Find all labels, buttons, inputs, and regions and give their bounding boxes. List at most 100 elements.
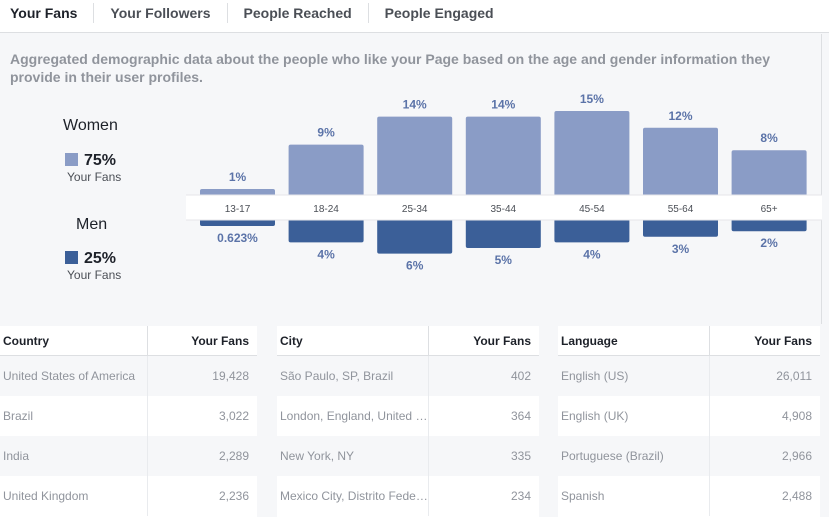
men-value-label: 4% — [317, 247, 335, 261]
men-bar-25-34 — [377, 218, 453, 254]
women-percent: 75% — [84, 152, 117, 169]
men-value-label: 3% — [672, 242, 690, 256]
tab-divider — [367, 3, 369, 23]
cell-fans: 335 — [510, 449, 531, 463]
column-header-language[interactable]: Language — [558, 326, 710, 355]
language-table: Language Your Fans English (US) 26,011 En… — [558, 326, 820, 517]
men-bar-18-24 — [288, 218, 364, 243]
men-value-label: 4% — [583, 247, 601, 261]
description-text: Aggregated demographic data about the pe… — [10, 51, 770, 85]
age-band — [186, 195, 822, 220]
column-header-fans[interactable]: Your Fans — [473, 334, 531, 348]
age-tick-label: 55-64 — [668, 204, 694, 215]
column-header-city[interactable]: City — [277, 326, 429, 355]
women-value-label: 12% — [668, 109, 692, 123]
women-bar-45-54 — [554, 111, 630, 197]
table-header: Language Your Fans — [558, 326, 820, 356]
cell-country: India — [0, 436, 148, 476]
cell-city: São Paulo, SP, Brazil — [277, 356, 429, 396]
cell-fans: 234 — [510, 489, 531, 503]
age-gender-chart: 1% 0.623% 9% 4% 14% 6% 14% 5% 15% 4% 12% 3% 8% 2% 13-1… — [186, 92, 822, 273]
men-value-label: 5% — [495, 253, 513, 267]
tab-divider — [226, 3, 228, 23]
table-header: City Your Fans — [277, 326, 539, 356]
cell-fans: 402 — [510, 369, 531, 383]
cell-country: Brazil — [0, 396, 148, 436]
table-row[interactable]: United Kingdom 2,236 — [0, 476, 257, 516]
cell-fans: 3,022 — [218, 409, 249, 423]
men-sub: Your Fans — [67, 268, 122, 282]
men-label: Men — [76, 216, 108, 233]
men-bar-45-54 — [554, 218, 630, 243]
table-row[interactable]: Mexico City, Distrito Federal, Mexico 234 — [277, 476, 539, 516]
tab-bar: Your Fans Your Followers People Reached … — [0, 0, 829, 33]
women-bar-25-34 — [377, 116, 453, 197]
column-header-fans[interactable]: Your Fans — [754, 334, 812, 348]
cell-city: London, England, United Kingdom — [277, 396, 429, 436]
women-label: Women — [63, 117, 118, 134]
table-row[interactable]: London, England, United Kingdom 364 — [277, 396, 539, 436]
table-row[interactable]: English (UK) 4,908 — [558, 396, 820, 436]
table-row[interactable]: New York, NY 335 — [277, 436, 539, 476]
women-bar-18-24 — [288, 144, 364, 197]
women-legend: 75% Your Fans — [65, 152, 121, 184]
cell-fans: 2,289 — [218, 449, 249, 463]
column-header-country[interactable]: Country — [0, 326, 148, 355]
column-header-fans[interactable]: Your Fans — [191, 334, 249, 348]
table-header: Country Your Fans — [0, 326, 257, 356]
cell-fans: 2,488 — [781, 489, 812, 503]
tab-people-reached[interactable]: People Reached — [243, 4, 352, 21]
table-row[interactable]: São Paulo, SP, Brazil 402 — [277, 356, 539, 396]
women-value-label: 14% — [491, 98, 515, 112]
country-table: Country Your Fans United States of Ameri… — [0, 326, 257, 517]
cell-language: Portuguese (Brazil) — [558, 436, 710, 476]
cell-country: United States of America — [0, 356, 148, 396]
cell-country: United Kingdom — [0, 476, 148, 516]
cell-fans: 2,966 — [781, 449, 812, 463]
cell-fans: 364 — [510, 409, 531, 423]
cell-language: English (US) — [558, 356, 710, 396]
cell-city: Mexico City, Distrito Federal, Mexico — [277, 476, 429, 516]
demographics-panel: Aggregated demographic data about the pe… — [0, 34, 822, 324]
table-row[interactable]: English (US) 26,011 — [558, 356, 820, 396]
women-swatch — [65, 153, 78, 166]
age-tick-label: 65+ — [761, 204, 778, 215]
age-tick-label: 35-44 — [491, 204, 517, 215]
cell-city: New York, NY — [277, 436, 429, 476]
cell-fans: 26,011 — [776, 369, 812, 383]
age-tick-label: 13-17 — [225, 204, 251, 215]
women-value-label: 8% — [760, 131, 778, 145]
cell-language: Spanish — [558, 476, 710, 516]
women-bar-35-44 — [465, 116, 541, 197]
men-legend: 25% Your Fans — [65, 250, 121, 282]
tables-section: Country Your Fans United States of Ameri… — [0, 326, 829, 517]
age-tick-label: 45-54 — [579, 204, 605, 215]
men-value-label: 2% — [760, 236, 778, 250]
tab-people-engaged[interactable]: People Engaged — [384, 4, 494, 21]
men-percent: 25% — [84, 250, 117, 267]
women-value-label: 9% — [317, 126, 335, 140]
cell-fans: 2,236 — [218, 489, 249, 503]
women-value-label: 14% — [403, 98, 427, 112]
table-row[interactable]: Portuguese (Brazil) 2,966 — [558, 436, 820, 476]
women-sub: Your Fans — [67, 170, 122, 184]
men-bar-65+ — [731, 218, 807, 232]
table-row[interactable]: Brazil 3,022 — [0, 396, 257, 436]
cell-language: English (UK) — [558, 396, 710, 436]
women-bar-65+ — [731, 150, 807, 197]
table-row[interactable]: India 2,289 — [0, 436, 257, 476]
men-bar-55-64 — [643, 218, 718, 237]
table-row[interactable]: Spanish 2,488 — [558, 476, 820, 516]
cell-fans: 19,428 — [212, 369, 249, 383]
cell-fans: 4,908 — [781, 409, 812, 423]
tab-your-followers[interactable]: Your Followers — [110, 4, 211, 21]
women-value-label: 1% — [229, 170, 247, 184]
city-table: City Your Fans São Paulo, SP, Brazil 402 … — [277, 326, 539, 517]
men-swatch — [65, 251, 78, 264]
women-value-label: 15% — [580, 92, 604, 106]
table-row[interactable]: United States of America 19,428 — [0, 356, 257, 396]
men-value-label: 6% — [406, 259, 424, 273]
men-value-label: 0.623% — [217, 231, 258, 245]
tab-your-fans[interactable]: Your Fans — [10, 4, 78, 21]
tab-divider — [93, 3, 95, 23]
